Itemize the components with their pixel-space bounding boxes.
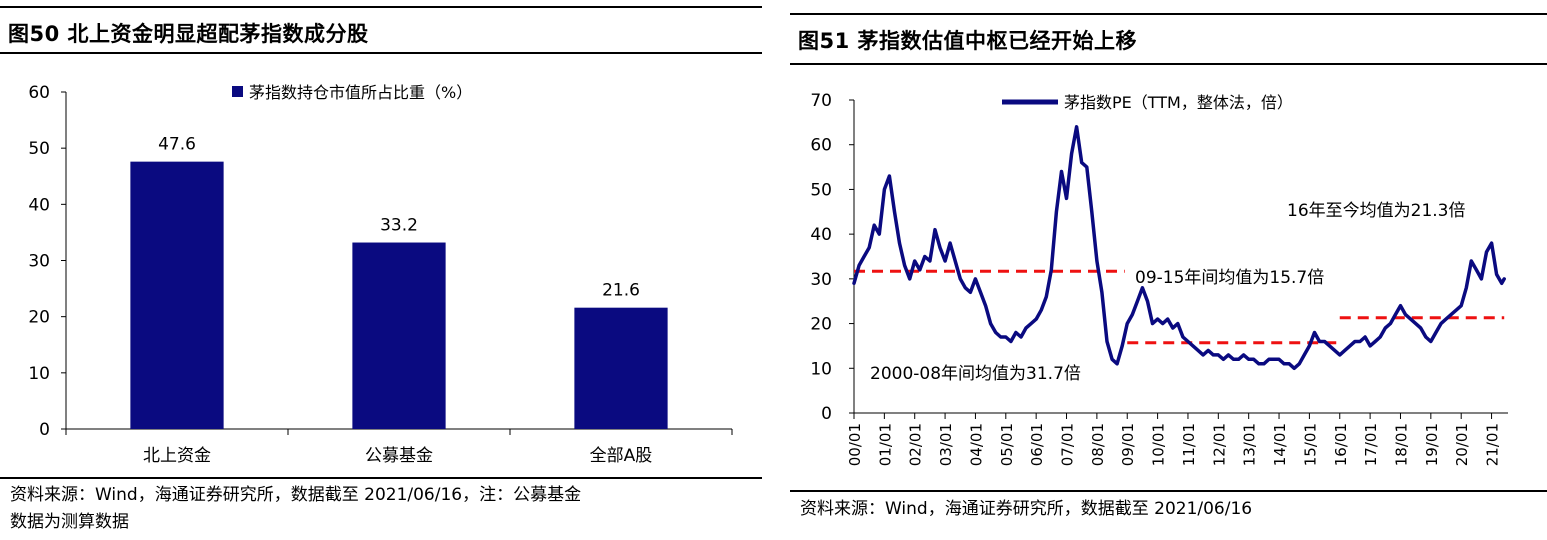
figure-title: 图51 茅指数估值中枢已经开始上移 <box>798 29 1138 53</box>
y-tick-label: 20 <box>28 308 50 328</box>
category-label: 北上资金 <box>143 446 211 466</box>
bar <box>574 307 668 429</box>
figure-title: 图50 北上资金明显超配茅指数成分股 <box>8 22 369 46</box>
source-line-1: 资料来源：Wind，海通证券研究所，数据截至 2021/06/16 <box>800 499 1253 519</box>
data-label: 47.6 <box>158 135 196 155</box>
source-note: 资料来源：Wind，海通证券研究所，数据截至 2021/06/16，注：公募基金… <box>10 482 581 536</box>
x-tick-label: 09/01 <box>1119 423 1137 466</box>
legend-swatch <box>232 86 243 97</box>
x-tick-label: 15/01 <box>1301 423 1319 466</box>
y-tick-label: 60 <box>810 136 832 156</box>
source-note: 资料来源：Wind，海通证券研究所，数据截至 2021/06/16 <box>800 496 1252 523</box>
x-tick-label: 18/01 <box>1392 423 1410 466</box>
y-tick-label: 50 <box>28 139 50 159</box>
x-tick-label: 17/01 <box>1362 423 1380 466</box>
pe-series-line <box>852 125 1506 371</box>
bar <box>352 242 446 429</box>
source-line-1: 资料来源：Wind，海通证券研究所，数据截至 2021/06/16，注：公募基金 <box>10 485 582 505</box>
y-tick-label: 40 <box>28 195 50 215</box>
x-tick-label: 14/01 <box>1271 423 1289 466</box>
x-tick-label: 11/01 <box>1180 423 1198 466</box>
annotation-09-15: 09-15年间均值为15.7倍 <box>1135 268 1324 288</box>
x-tick-label: 12/01 <box>1210 423 1228 466</box>
y-tick-label: 20 <box>810 315 832 335</box>
title-rule <box>0 52 762 54</box>
y-tick-label: 50 <box>810 180 832 200</box>
x-tick-label: 01/01 <box>876 423 894 466</box>
x-tick-label: 21/01 <box>1484 423 1502 466</box>
x-tick-label: 16/01 <box>1332 423 1350 466</box>
bar-chart: 0 10 20 30 40 50 60 47.6 北上资金 33.2 公募基金 21.6 全部A股 茅指数… <box>28 83 733 466</box>
x-tick-label: 20/01 <box>1453 423 1471 466</box>
annotation-2000-08: 2000-08年间均值为31.7倍 <box>870 364 1081 384</box>
legend-label: 茅指数PE（TTM，整体法，倍） <box>1064 93 1293 112</box>
x-tick-label: 04/01 <box>967 423 985 466</box>
data-label: 21.6 <box>602 281 640 301</box>
y-tick-label: 60 <box>28 83 50 103</box>
y-tick-label: 70 <box>810 91 832 111</box>
y-tick-label: 40 <box>810 225 832 245</box>
y-tick-label: 10 <box>810 359 832 379</box>
x-tick-label: 07/01 <box>1059 423 1077 466</box>
x-tick-label: 13/01 <box>1241 423 1259 466</box>
data-label: 33.2 <box>380 216 418 236</box>
title-rule <box>790 63 1547 65</box>
x-tick-label: 10/01 <box>1150 423 1168 466</box>
top-rule <box>0 6 762 8</box>
x-tick-label: 00/01 <box>846 423 864 466</box>
category-label: 全部A股 <box>590 446 653 466</box>
x-tick-label: 19/01 <box>1423 423 1441 466</box>
category-label: 公募基金 <box>365 446 433 466</box>
x-tick-label: 02/01 <box>907 423 925 466</box>
x-tick-label: 08/01 <box>1089 423 1107 466</box>
bottom-rule <box>0 477 762 479</box>
left-figure-panel: 图50 北上资金明显超配茅指数成分股 0 10 20 30 40 50 60 47.6 北上资金… <box>0 0 762 540</box>
y-tick-label: 0 <box>39 420 50 440</box>
right-figure-panel: 图51 茅指数估值中枢已经开始上移 0 10 20 30 40 50 60 70 00/01 01… <box>790 0 1547 540</box>
x-tick-label: 03/01 <box>937 423 955 466</box>
y-tick-label: 10 <box>28 364 50 384</box>
x-tick-label: 06/01 <box>1028 423 1046 466</box>
y-tick-label: 0 <box>821 404 832 424</box>
y-tick-label: 30 <box>810 270 832 290</box>
legend-label: 茅指数持仓市值所占比重（%） <box>249 83 472 102</box>
bottom-rule <box>790 490 1547 492</box>
top-rule <box>790 13 1547 15</box>
line-chart: 0 10 20 30 40 50 60 70 00/01 01/01 02/01 03/01 04/01… <box>810 91 1508 466</box>
annotation-16-now: 16年至今均值为21.3倍 <box>1287 201 1465 221</box>
x-tick-label: 05/01 <box>998 423 1016 466</box>
source-line-2: 数据为测算数据 <box>10 512 129 532</box>
y-tick-label: 30 <box>28 252 50 272</box>
bar <box>130 161 224 429</box>
